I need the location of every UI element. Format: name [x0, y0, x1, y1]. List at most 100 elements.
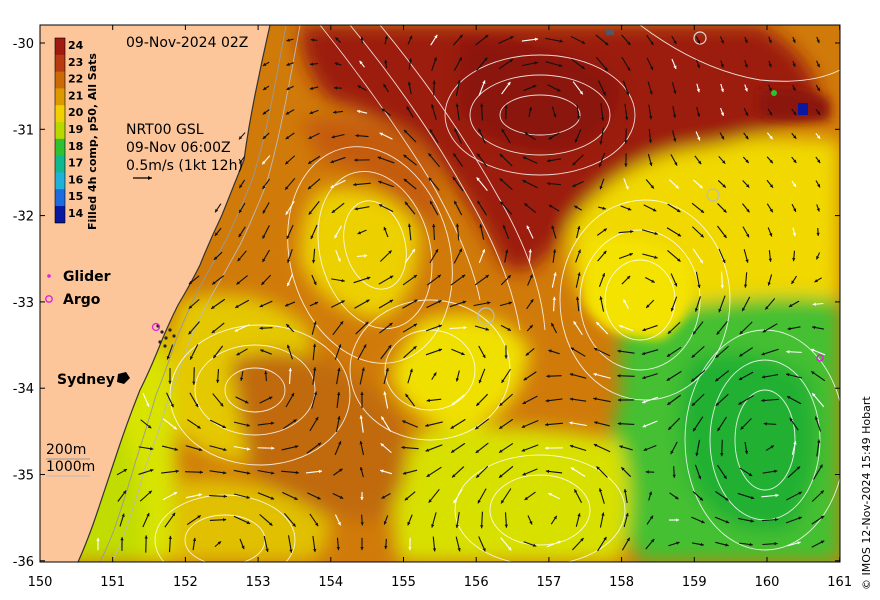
current-arrow-head [721, 135, 725, 140]
current-arrow-head [510, 36, 514, 40]
current-arrow-head [574, 489, 578, 493]
current-arrow-head [331, 209, 336, 213]
current-arrow-head [363, 254, 368, 258]
current-arrow-head [623, 299, 627, 303]
current-arrow-head [385, 368, 389, 372]
current-arrow-head [720, 64, 724, 68]
current-arrow-head [509, 59, 513, 63]
current-arrow-head [360, 496, 364, 501]
current-arrow-head [244, 400, 249, 404]
current-arrow-head [432, 548, 437, 552]
current-arrow-head [246, 520, 251, 524]
current-arrow-head [384, 35, 388, 40]
current-arrow-head [626, 537, 630, 542]
current-arrow-head [649, 515, 654, 520]
current-arrow-head [334, 62, 339, 66]
depth-label-1000m: 1000m [46, 459, 95, 475]
current-arrow-head [577, 249, 581, 254]
current-arrow-head [697, 137, 701, 141]
current-arrow-head [211, 305, 215, 309]
current-arrow-head [270, 421, 275, 425]
current-arrow-head [720, 453, 724, 457]
current-arrow-head [426, 473, 431, 477]
colorbar-tick-label: 17 [68, 157, 83, 170]
current-arrow-head [699, 497, 703, 501]
current-arrow-head [675, 518, 680, 522]
colorbar-tick-label: 22 [68, 73, 83, 86]
current-arrow-head [455, 524, 459, 528]
current-arrow-head [645, 470, 649, 474]
current-arrow-head [429, 129, 433, 133]
current-arrow-head [364, 321, 369, 326]
current-arrow-head [672, 114, 677, 118]
current-arrow-head [408, 58, 413, 62]
current-arrow-head [545, 446, 549, 450]
current-arrow-head [459, 34, 463, 39]
current-arrow-head [402, 420, 406, 424]
current-arrow-head [792, 183, 797, 187]
current-arrow-head [774, 542, 778, 546]
x-tick-label: 151 [100, 575, 125, 590]
x-tick-label: 152 [173, 575, 198, 590]
current-arrow-head [577, 513, 581, 517]
current-arrow-head [817, 159, 821, 164]
current-arrow-head [816, 111, 821, 115]
current-arrow-head [357, 85, 362, 89]
current-arrow-head [746, 184, 750, 188]
current-arrow-head [666, 353, 671, 357]
current-arrow-head [433, 372, 437, 376]
current-arrow-head [331, 135, 335, 139]
current-arrow-head [149, 447, 154, 451]
current-arrow-head [594, 348, 598, 352]
current-arrow-head [222, 425, 226, 429]
current-arrow-head [286, 344, 291, 349]
current-arrow-head [330, 159, 334, 164]
current-arrow-head [261, 281, 265, 285]
current-arrow-head [668, 426, 672, 430]
current-arrow-head [476, 177, 480, 181]
current-arrow-head [330, 184, 335, 188]
current-arrow-head [246, 423, 250, 427]
current-arrow-head [547, 159, 551, 163]
current-arrow-head [504, 524, 508, 528]
current-arrow-head [545, 469, 550, 474]
current-arrow-head [223, 447, 227, 452]
current-arrow-head [315, 522, 319, 527]
current-arrow-head [198, 493, 203, 497]
current-arrow-head [619, 445, 623, 449]
current-arrow-head [214, 232, 219, 236]
current-arrow-head [384, 59, 388, 64]
current-arrow-head [697, 160, 702, 165]
current-arrow-head [337, 416, 341, 420]
current-arrow-head [260, 349, 264, 353]
current-arrow-head [649, 162, 653, 166]
current-arrow-head [435, 249, 439, 253]
y-tick-label: -36 [13, 555, 34, 570]
current-arrow-head [548, 493, 552, 497]
current-arrow-head [188, 280, 193, 285]
current-arrow-head [294, 445, 299, 449]
current-arrow-head [642, 400, 646, 404]
current-arrow-head [816, 255, 820, 260]
current-arrow-head [573, 321, 577, 325]
current-arrow-head [816, 39, 820, 44]
current-arrow-head [480, 525, 484, 529]
current-arrow-head [453, 499, 457, 504]
current-arrow-head [313, 281, 317, 285]
current-arrow-head [291, 392, 295, 397]
current-arrow-head [122, 490, 127, 494]
current-arrow-head [308, 135, 312, 139]
current-arrow-head [295, 470, 299, 475]
current-arrow-head [579, 91, 583, 95]
current-arrow-head [123, 469, 127, 473]
current-arrow-head [406, 106, 410, 110]
current-arrow-head [646, 304, 650, 308]
current-info-line-1: NRT00 GSL [126, 122, 204, 138]
current-arrow-head [650, 539, 655, 543]
current-arrow-head [529, 274, 533, 278]
x-tick-label: 160 [755, 575, 780, 590]
current-arrow-head [269, 522, 273, 526]
current-arrow-head [642, 328, 646, 332]
current-arrow-head [572, 183, 576, 187]
current-arrow-head [236, 352, 240, 356]
